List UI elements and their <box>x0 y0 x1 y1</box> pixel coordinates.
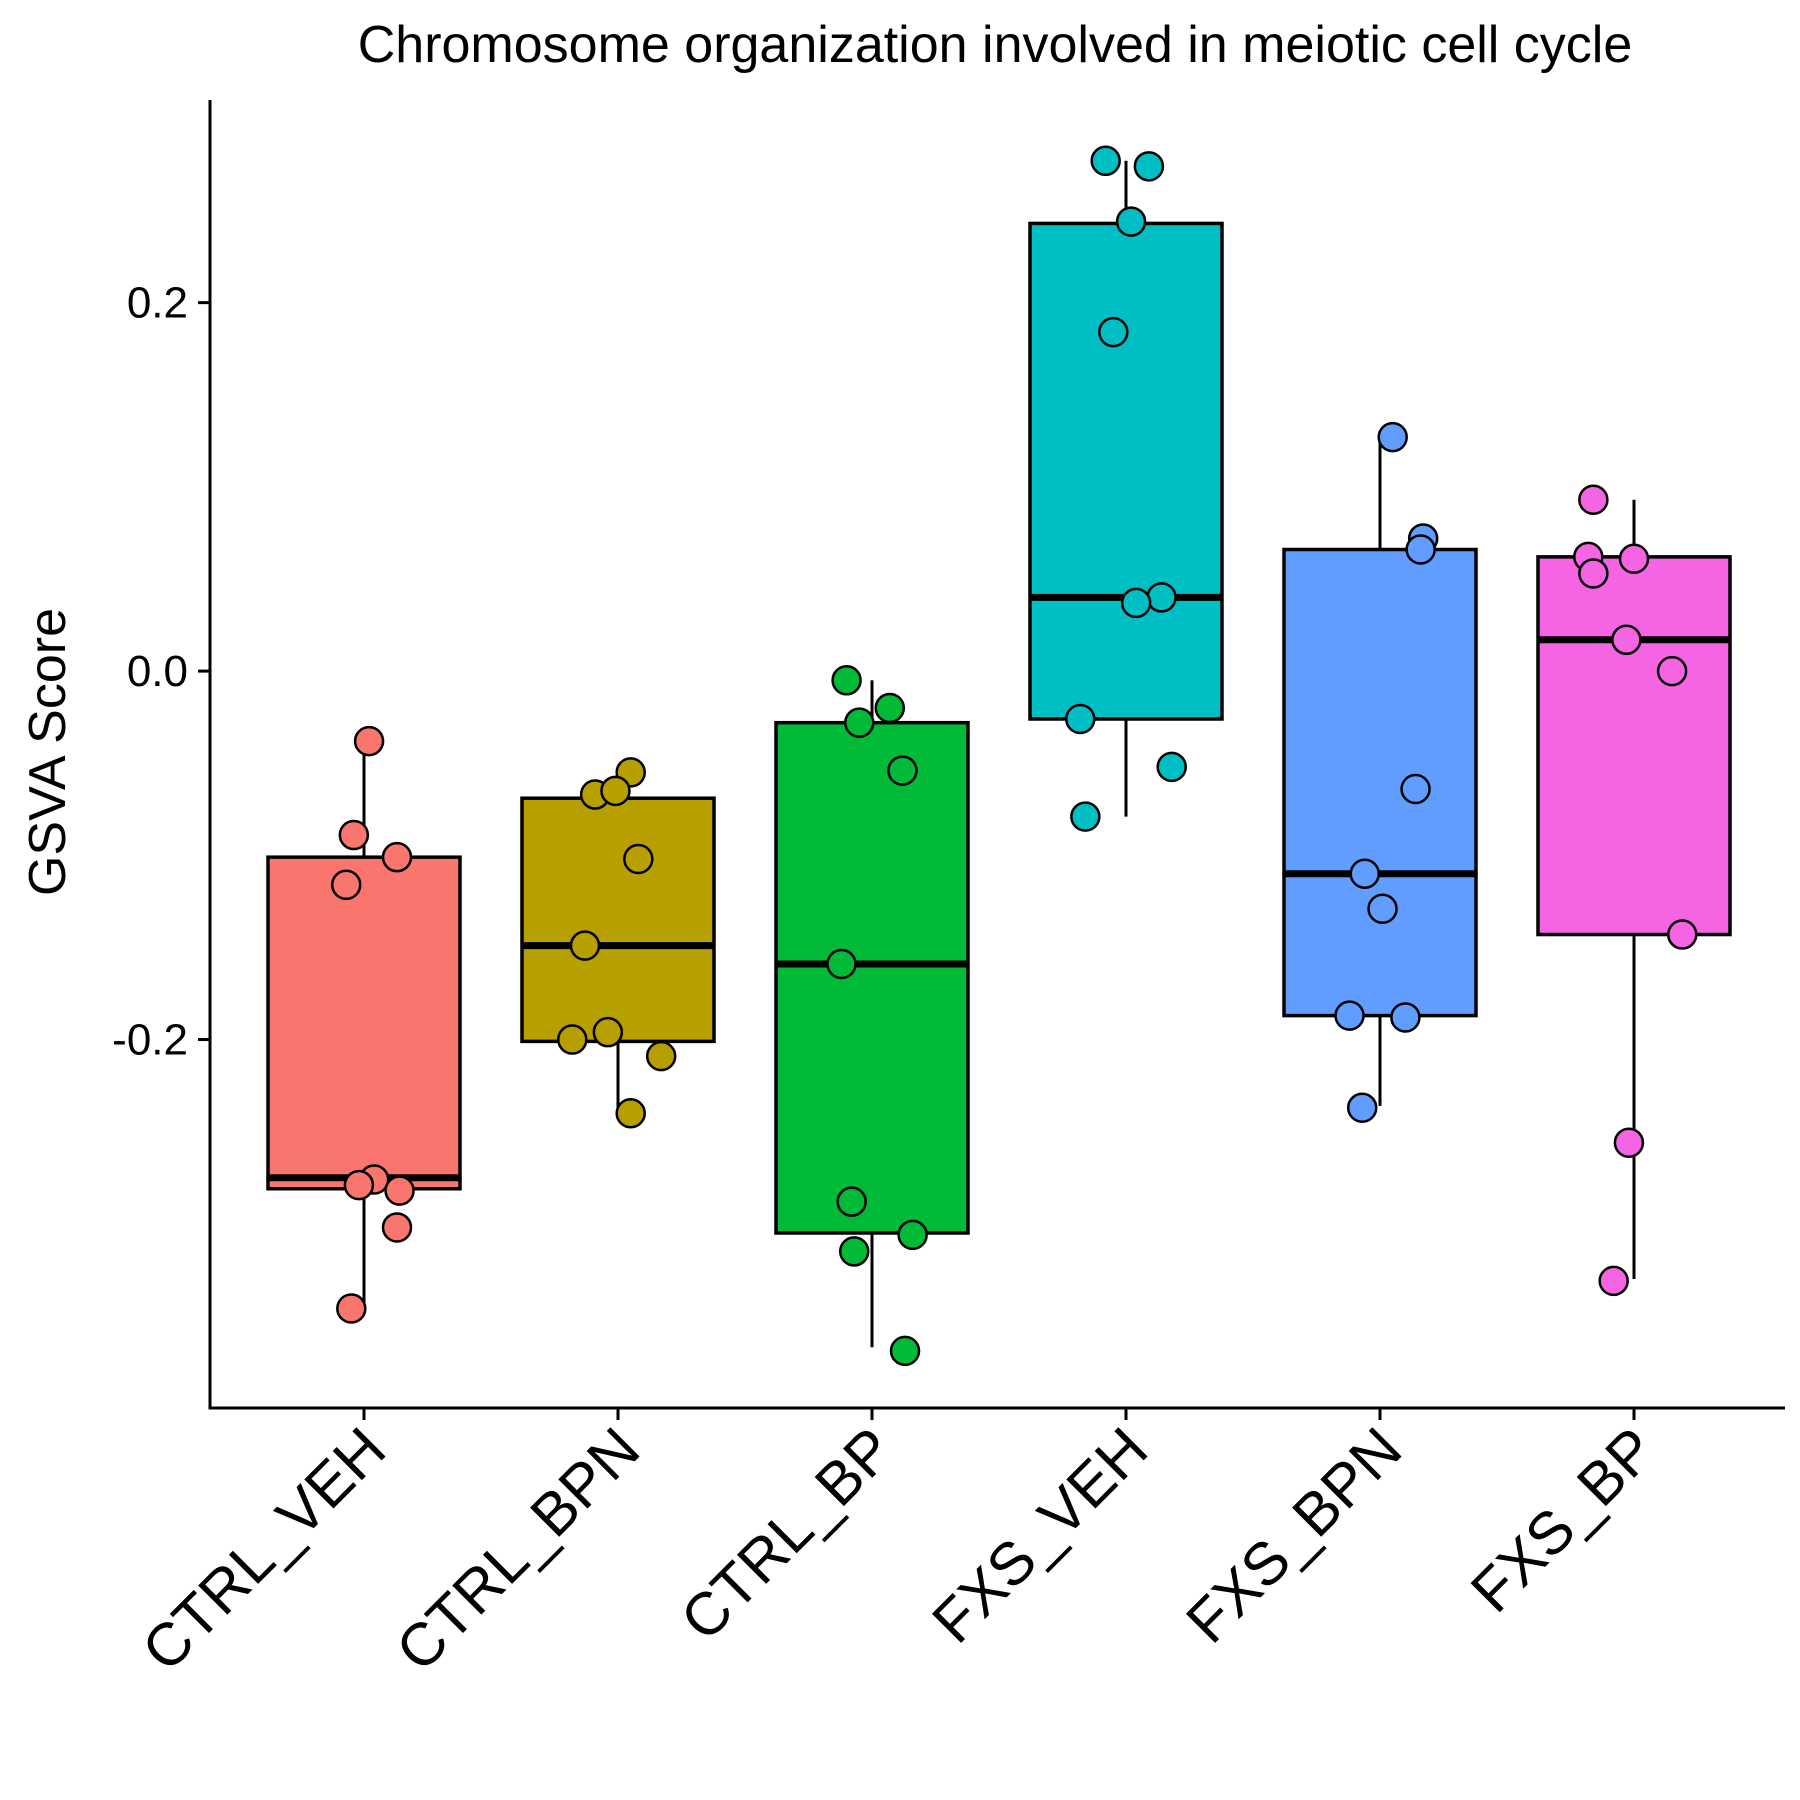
data-point <box>1156 751 1187 783</box>
data-point <box>1390 1002 1421 1033</box>
y-axis-ticks: -0.2 0.0 0.2 <box>112 279 210 1065</box>
data-point <box>1400 773 1431 805</box>
data-point <box>615 1097 646 1129</box>
data-point <box>1578 484 1609 516</box>
data-point <box>826 948 857 980</box>
data-point <box>1065 703 1096 735</box>
data-point <box>592 1016 624 1048</box>
data-point <box>1070 801 1101 832</box>
box-fxs-veh <box>1028 160 1224 817</box>
data-point <box>874 692 906 724</box>
data-point <box>600 775 631 807</box>
box-ctrl-bpn <box>520 774 716 1114</box>
data-point <box>1115 206 1147 237</box>
data-point <box>1090 145 1121 177</box>
data-point <box>1377 421 1408 453</box>
data-point <box>381 1212 413 1243</box>
data-point <box>1611 624 1642 656</box>
point-group <box>330 145 1698 1367</box>
data-point <box>1098 316 1129 348</box>
box-body <box>520 796 716 1044</box>
data-point <box>1613 1127 1645 1158</box>
data-point <box>1405 534 1436 565</box>
data-point <box>569 930 601 961</box>
data-point <box>645 1040 677 1072</box>
data-point <box>844 707 875 738</box>
data-point <box>1598 1265 1629 1297</box>
data-point <box>836 1186 867 1217</box>
x-tick-label: CTRL_BP <box>668 1415 906 1653</box>
data-point <box>330 869 362 901</box>
data-point <box>336 1293 367 1324</box>
box-fxs-bpn <box>1282 438 1478 1106</box>
data-point <box>1120 587 1152 619</box>
y-tick-label: 0.0 <box>127 647 188 696</box>
data-point <box>1367 893 1398 924</box>
data-point <box>1133 151 1165 182</box>
data-point <box>384 1175 415 1206</box>
y-axis-label: GSVA Score <box>19 608 77 896</box>
x-tick-label: FXS_BP <box>1458 1415 1668 1625</box>
data-point <box>1618 543 1650 574</box>
x-tick-label: CTRL_BPN <box>383 1415 652 1684</box>
y-tick-label: 0.2 <box>127 279 188 328</box>
box-ctrl-bp <box>774 680 970 1348</box>
box-body <box>774 720 970 1235</box>
chart-title: Chromosome organization involved in meio… <box>358 16 1633 74</box>
box-body <box>1282 547 1478 1018</box>
data-point <box>1667 919 1698 950</box>
data-point <box>1578 558 1609 589</box>
data-point <box>338 819 370 851</box>
box-group <box>266 160 1732 1348</box>
data-point <box>1349 858 1381 889</box>
box-ctrl-veh <box>266 739 462 1307</box>
x-tick-label: FXS_VEH <box>919 1415 1160 1656</box>
data-point <box>887 755 918 786</box>
data-point <box>1334 1000 1365 1031</box>
box-body <box>266 855 462 1191</box>
data-point <box>831 665 862 696</box>
data-point <box>897 1219 928 1251</box>
data-point <box>343 1169 375 1201</box>
data-point <box>889 1335 921 1367</box>
x-tick-label: CTRL_VEH <box>129 1415 398 1684</box>
data-point <box>353 725 385 757</box>
box-body <box>1536 555 1732 937</box>
data-point <box>1146 582 1177 613</box>
data-point <box>623 843 654 875</box>
data-point <box>1656 655 1688 687</box>
y-tick-label: -0.2 <box>112 1016 188 1065</box>
box-fxs-bp <box>1536 499 1732 1280</box>
x-tick-label: FXS_BPN <box>1173 1415 1414 1656</box>
box-body <box>1028 221 1224 721</box>
data-point <box>381 841 413 873</box>
axis-lines <box>208 100 1785 1410</box>
data-point <box>838 1236 870 1267</box>
data-point <box>557 1024 588 1055</box>
data-point <box>1346 1092 1378 1123</box>
